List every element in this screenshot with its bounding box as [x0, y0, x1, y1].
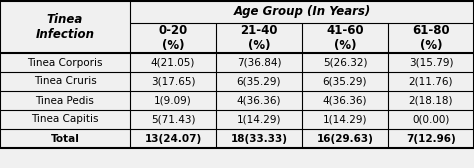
Text: 7(12.96): 7(12.96)	[406, 134, 456, 143]
Text: 1(14.29): 1(14.29)	[237, 115, 281, 124]
Text: 18(33.33): 18(33.33)	[230, 134, 288, 143]
Text: 13(24.07): 13(24.07)	[145, 134, 201, 143]
Text: 3(17.65): 3(17.65)	[151, 76, 195, 87]
Text: 4(36.36): 4(36.36)	[237, 95, 281, 106]
Text: 1(14.29): 1(14.29)	[323, 115, 367, 124]
Text: 16(29.63): 16(29.63)	[317, 134, 374, 143]
Text: 6(35.29): 6(35.29)	[323, 76, 367, 87]
Text: 0(0.00): 0(0.00)	[412, 115, 450, 124]
Text: Tinea Corporis: Tinea Corporis	[27, 57, 103, 68]
Text: 61-80
(%): 61-80 (%)	[412, 24, 450, 52]
Text: 41-60
(%): 41-60 (%)	[326, 24, 364, 52]
Text: 2(18.18): 2(18.18)	[409, 95, 453, 106]
Text: Tinea Cruris: Tinea Cruris	[34, 76, 96, 87]
Text: 4(36.36): 4(36.36)	[323, 95, 367, 106]
Text: 3(15.79): 3(15.79)	[409, 57, 453, 68]
Text: Tinea Pedis: Tinea Pedis	[36, 95, 94, 106]
Text: Tinea
Infection: Tinea Infection	[36, 13, 94, 41]
Text: 4(21.05): 4(21.05)	[151, 57, 195, 68]
Text: 0-20
(%): 0-20 (%)	[158, 24, 188, 52]
Text: Total: Total	[51, 134, 80, 143]
Text: 5(26.32): 5(26.32)	[323, 57, 367, 68]
Text: 2(11.76): 2(11.76)	[409, 76, 453, 87]
Text: 6(35.29): 6(35.29)	[237, 76, 281, 87]
Text: Age Group (In Years): Age Group (In Years)	[233, 6, 371, 18]
Text: 7(36.84): 7(36.84)	[237, 57, 281, 68]
Text: 21-40
(%): 21-40 (%)	[240, 24, 278, 52]
Text: 1(9.09): 1(9.09)	[154, 95, 192, 106]
Text: 5(71.43): 5(71.43)	[151, 115, 195, 124]
Text: Tinea Capitis: Tinea Capitis	[31, 115, 99, 124]
